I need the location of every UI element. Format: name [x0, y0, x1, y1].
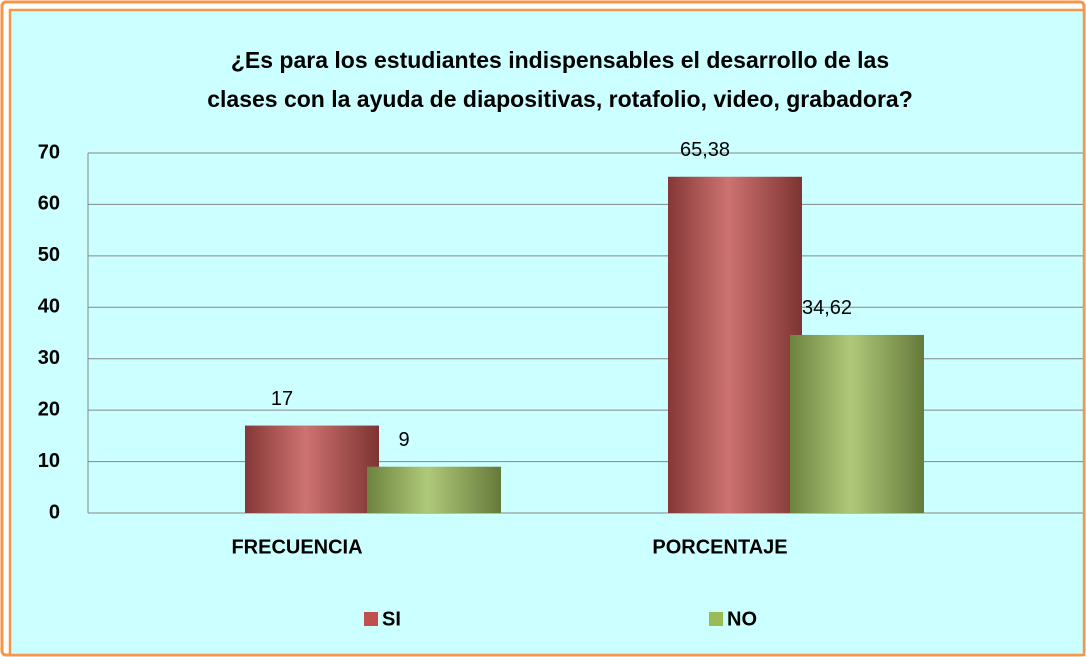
bar	[668, 176, 802, 513]
chart-background	[8, 8, 1086, 657]
y-tick-label: 30	[38, 347, 60, 369]
data-label: 9	[398, 429, 409, 451]
y-tick-label: 40	[38, 296, 60, 318]
bar	[245, 425, 379, 513]
data-label: 34,62	[802, 297, 852, 319]
x-tick-label: FRECUENCIA	[231, 536, 362, 558]
y-tick-label: 60	[38, 193, 60, 215]
y-tick-label: 20	[38, 398, 60, 420]
chart-title: ¿Es para los estudiantes indispensables …	[231, 47, 889, 73]
y-tick-label: 0	[49, 501, 60, 523]
legend-swatch	[364, 612, 378, 626]
legend-swatch	[709, 612, 723, 626]
y-tick-label: 70	[38, 141, 60, 163]
legend-label: NO	[727, 608, 757, 630]
data-label: 17	[271, 388, 293, 410]
bar	[790, 334, 924, 513]
y-tick-label: 10	[38, 450, 60, 472]
legend-label: SI	[382, 608, 401, 630]
x-tick-label: PORCENTAJE	[652, 536, 787, 558]
y-tick-label: 50	[38, 244, 60, 266]
data-label: 65,38	[680, 139, 730, 161]
chart-title: clases con la ayuda de diapositivas, rot…	[207, 86, 913, 112]
bar	[367, 466, 501, 513]
